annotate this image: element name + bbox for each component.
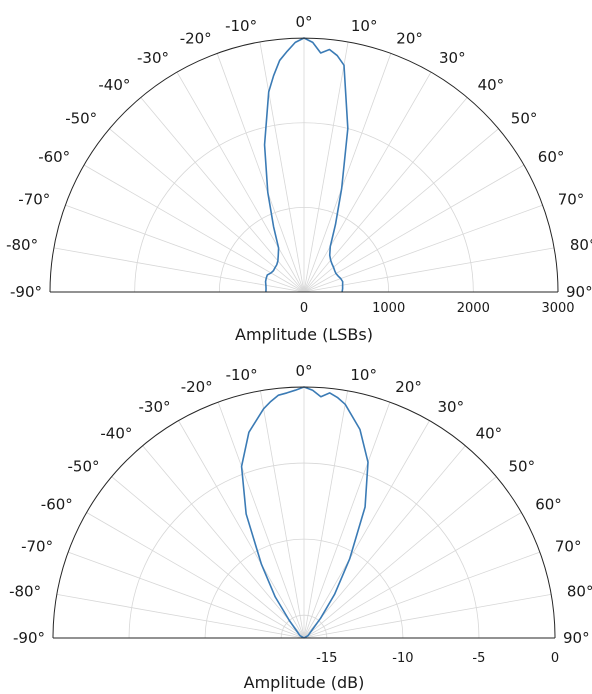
angle-tick-labels: -90° -80° -70° -60° -50°-40° -30° -20° -10° 0° 10… (6, 13, 592, 301)
grid-spoke (140, 97, 305, 293)
radial-tick-label: 2000 (457, 301, 490, 316)
angle-tick-label: 60° (538, 148, 565, 166)
grid-spoke (142, 445, 305, 639)
radial-tick-label: 1000 (372, 301, 405, 316)
grid-spoke (303, 512, 522, 639)
angle-tick-label: -50° (65, 109, 97, 127)
grid-spoke (86, 512, 305, 639)
radial-tick-label: 0 (551, 651, 559, 666)
angle-tick-label: -90° (13, 629, 45, 647)
angle-tick-label: 50° (511, 109, 538, 127)
grid-spoke (83, 164, 305, 293)
x-axis-label: Amplitude (LSBs) (235, 325, 373, 344)
radial-tick-label: -10 (392, 651, 413, 666)
angle-tick-label: 50° (509, 457, 536, 475)
radial-tick-labels: -15 -10 -5 0 (316, 651, 559, 666)
radial-tick-labels: 0 1000 2000 3000 (300, 301, 575, 316)
angle-tick-label: 10° (351, 17, 378, 35)
grid-spoke (216, 53, 305, 293)
radial-tick-label: -15 (316, 651, 337, 666)
angle-tick-label: 70° (558, 191, 585, 209)
angle-tick-label: -60° (38, 148, 70, 166)
grid-spoke (303, 594, 552, 639)
angle-tick-label: 40° (476, 425, 503, 443)
grid-spoke (303, 128, 499, 293)
angle-tick-label: -40° (98, 76, 130, 94)
angle-tick-label: 70° (555, 538, 582, 556)
grid-spoke (111, 476, 305, 639)
angle-tick-label: 60° (535, 496, 562, 514)
grid-spoke (303, 53, 392, 293)
grid-spoke (303, 247, 555, 293)
angle-tick-label: -20° (180, 29, 212, 47)
radial-tick-label: 0 (300, 301, 308, 316)
angle-tick-label: -40° (100, 425, 132, 443)
grid-spoke (260, 390, 305, 639)
polar-grid (50, 38, 558, 293)
grid-spoke (303, 476, 497, 639)
angle-tick-label: 90° (563, 629, 590, 647)
angle-tick-label: 10° (350, 366, 377, 384)
grid-spoke (53, 247, 305, 293)
radial-tick-label: -5 (472, 651, 485, 666)
grid-spoke (303, 445, 466, 639)
angle-tick-label: -50° (68, 457, 100, 475)
angle-tick-label: -80° (6, 236, 38, 254)
angle-tick-label: -30° (137, 49, 169, 67)
angle-tick-label: 30° (438, 398, 465, 416)
angle-tick-label: -70° (18, 191, 50, 209)
angle-tick-label: 80° (570, 236, 592, 254)
angle-tick-label: 40° (478, 76, 505, 94)
grid-spoke (303, 71, 432, 293)
polar-chart-amplitude-db: -90° -80° -70° -60° -50°-40° -30° -20° -10° 0° 10… (9, 362, 592, 692)
grid-spoke (68, 551, 305, 639)
plot-outline (52, 386, 556, 639)
grid-spoke (303, 402, 391, 639)
angle-tick-label: -10° (225, 17, 257, 35)
plot-outline (49, 37, 559, 293)
angle-tick-label: 20° (396, 29, 423, 47)
grid-spoke (303, 420, 430, 639)
angle-tick-label: 30° (439, 49, 466, 67)
angle-tick-label: 90° (566, 283, 592, 301)
angle-tick-label: -80° (9, 583, 41, 601)
grid-spoke (303, 204, 543, 293)
grid-spoke (259, 41, 305, 293)
grid-spoke (109, 128, 305, 293)
angle-tick-label: 80° (567, 583, 592, 601)
angle-tick-label: -10° (226, 366, 258, 384)
radial-tick-label: 3000 (541, 301, 574, 316)
grid-spoke (65, 204, 305, 293)
angle-tick-label: -90° (10, 283, 42, 301)
angle-tick-label: -60° (41, 496, 73, 514)
grid-spoke (56, 594, 305, 639)
x-axis-label: Amplitude (dB) (244, 673, 365, 692)
grid-spoke (303, 41, 349, 293)
angle-tick-label: -20° (181, 378, 213, 396)
outer-arc (52, 386, 556, 639)
polar-chart-amplitude-lsbs: -90° -80° -70° -60° -50°-40° -30° -20° -10° 0° 10… (6, 13, 592, 344)
angle-tick-label: -70° (21, 538, 53, 556)
data-series-layer (263, 37, 349, 293)
grid-spoke (176, 71, 305, 293)
grid-spoke (303, 164, 525, 293)
outer-arc (49, 37, 559, 293)
angle-tick-label: 0° (295, 13, 312, 31)
grid-spoke (217, 402, 305, 639)
angle-tick-label: 20° (395, 378, 422, 396)
angle-tick-label: 0° (295, 362, 312, 380)
data-series-line (263, 37, 349, 293)
grid-spoke (303, 390, 348, 639)
grid-spoke (178, 420, 305, 639)
grid-spoke (303, 551, 540, 639)
angle-tick-label: -30° (139, 398, 171, 416)
angle-tick-labels: -90° -80° -70° -60° -50°-40° -30° -20° -10° 0° 10… (9, 362, 592, 647)
